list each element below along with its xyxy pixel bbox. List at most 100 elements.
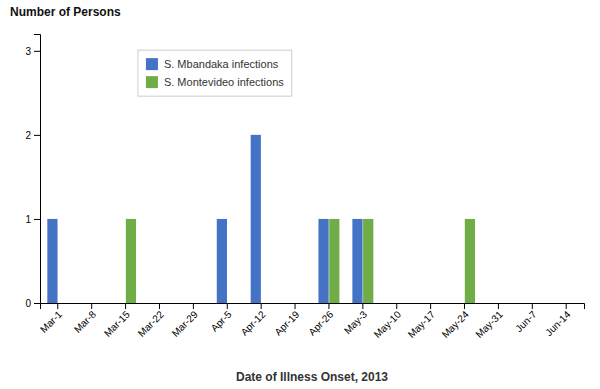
y-tick-label: 0	[25, 298, 31, 309]
y-tick-mark	[34, 135, 40, 136]
bar	[149, 303, 159, 304]
bar	[126, 219, 136, 303]
bar	[363, 219, 373, 303]
legend-item: S. Mbandaka infections	[146, 58, 279, 70]
x-axis-title: Date of Illness Onset, 2013	[236, 370, 388, 384]
chart: Mar-1Mar-8Mar-15Mar-22Mar-29Apr-5Apr-12A…	[0, 0, 600, 389]
x-tick-mark	[362, 303, 363, 309]
x-tick-mark	[430, 303, 431, 309]
y-tick: 0	[25, 298, 40, 309]
bar	[295, 303, 305, 304]
x-tick: Apr-26	[306, 303, 335, 338]
x-tick-mark	[328, 303, 329, 309]
x-tick-label: Mar-8	[72, 308, 99, 335]
legend-item: S. Montevideo infections	[146, 76, 284, 88]
legend-swatch	[146, 76, 158, 88]
y-tick-mark	[34, 51, 40, 52]
x-tick-label: Apr-5	[209, 308, 234, 333]
x-tick: Mar-8	[72, 303, 99, 335]
bars	[47, 135, 475, 303]
x-tick-mark	[532, 303, 533, 309]
bar	[397, 303, 407, 304]
x-tick-mark	[295, 303, 296, 309]
x-tick: Jun-7	[513, 303, 539, 334]
bar	[47, 219, 57, 303]
bar	[533, 303, 543, 304]
x-tick: May-24	[440, 303, 472, 340]
y-tick-label: 3	[25, 46, 31, 57]
x-tick-mark	[566, 303, 567, 309]
x-tick: Jun-14	[543, 303, 573, 338]
bar	[115, 303, 125, 304]
x-tick-label: May-3	[342, 308, 370, 336]
bar	[488, 303, 498, 304]
bar	[522, 303, 532, 304]
y-tick: 2	[25, 130, 40, 141]
x-tick: Mar-22	[136, 303, 166, 339]
x-tick-label: Mar-29	[170, 308, 200, 338]
y-tick-mark	[34, 303, 40, 304]
x-tick-mark	[193, 303, 194, 309]
x-tick-label: Mar-15	[102, 308, 132, 338]
bar	[183, 303, 193, 304]
x-tick-mark	[159, 303, 160, 309]
x-tick: Apr-5	[209, 303, 234, 334]
y-axis: 0 1 2 3	[25, 35, 40, 309]
x-tick: Mar-1	[38, 303, 65, 335]
y-axis-line	[34, 35, 41, 304]
bar	[454, 303, 464, 304]
bar	[81, 303, 91, 304]
legend-frame	[138, 50, 292, 96]
x-tick-label: Apr-12	[239, 308, 268, 337]
x-axis: Mar-1Mar-8Mar-15Mar-22Mar-29Apr-5Apr-12A…	[38, 303, 585, 340]
x-axis-line	[41, 304, 585, 310]
bar	[329, 219, 339, 303]
series	[47, 135, 362, 303]
bar	[431, 303, 441, 304]
x-tick: Apr-19	[272, 303, 301, 338]
x-tick-label: Mar-1	[38, 308, 65, 335]
legend-label: S. Mbandaka infections	[164, 58, 279, 70]
bar	[285, 303, 295, 304]
bar	[352, 219, 362, 303]
bar	[217, 219, 227, 303]
x-tick-mark	[227, 303, 228, 309]
bar	[261, 303, 271, 304]
x-tick: May-10	[372, 303, 404, 340]
bar	[228, 303, 238, 304]
x-tick-label: Jun-14	[543, 308, 573, 338]
x-tick-mark	[125, 303, 126, 309]
bar	[58, 303, 68, 304]
bar	[251, 135, 261, 303]
x-tick-label: May-24	[440, 308, 472, 340]
legend-label: S. Montevideo infections	[164, 76, 284, 88]
x-tick-mark	[498, 303, 499, 309]
y-tick-label: 2	[25, 130, 31, 141]
x-tick-mark	[91, 303, 92, 309]
bar	[386, 303, 396, 304]
bar	[556, 303, 566, 304]
bar	[499, 303, 509, 304]
y-tick-label: 1	[25, 214, 31, 225]
x-tick-mark	[57, 303, 58, 309]
x-tick: May-17	[406, 303, 438, 340]
x-tick: Mar-15	[102, 303, 132, 339]
bar	[566, 303, 576, 304]
x-tick: Apr-12	[239, 303, 268, 338]
x-tick-label: May-31	[473, 308, 505, 340]
bar	[318, 219, 328, 303]
x-tick-label: Jun-7	[513, 308, 539, 334]
plot: Mar-1Mar-8Mar-15Mar-22Mar-29Apr-5Apr-12A…	[25, 35, 584, 341]
x-tick-label: May-10	[372, 308, 404, 340]
x-tick-label: Mar-22	[136, 308, 166, 338]
x-tick-mark	[261, 303, 262, 309]
x-tick: Mar-29	[170, 303, 200, 339]
x-tick-mark	[396, 303, 397, 309]
y-tick: 3	[25, 46, 40, 57]
legend: S. Mbandaka infections S. Montevideo infe…	[138, 50, 292, 96]
y-axis-title: Number of Persons	[10, 5, 121, 19]
x-tick-mark	[464, 303, 465, 309]
x-tick-label: Apr-26	[306, 308, 335, 337]
x-tick: May-31	[473, 303, 505, 340]
bar	[420, 303, 430, 304]
